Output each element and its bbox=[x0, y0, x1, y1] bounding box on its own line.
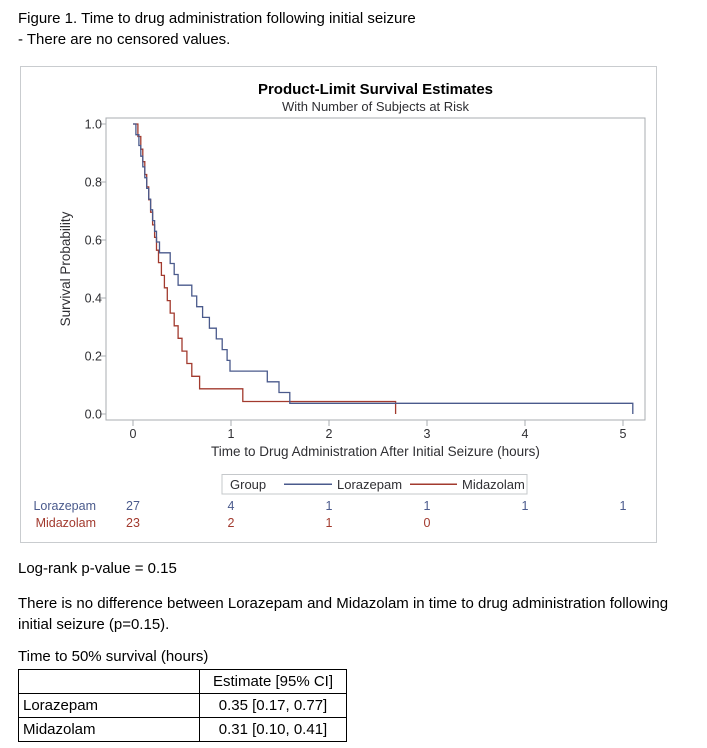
at-risk-count: 4 bbox=[228, 499, 235, 513]
legend-label-midazolam: Midazolam bbox=[462, 477, 525, 492]
at-risk-count: 1 bbox=[326, 516, 333, 530]
group-cell-midazolam: Midazolam bbox=[18, 717, 200, 742]
at-risk-count: 27 bbox=[126, 499, 140, 513]
y-axis-label: Survival Probability bbox=[58, 211, 73, 326]
y-tick-label: 0.6 bbox=[85, 234, 102, 248]
group-cell-lorazepam: Lorazepam bbox=[18, 693, 200, 718]
figure-caption-line1: Figure 1. Time to drug administration fo… bbox=[18, 10, 416, 27]
at-risk-count: 23 bbox=[126, 516, 140, 530]
at-risk-count: 1 bbox=[620, 499, 627, 513]
conclusion-line1: There is no difference between Lorazepam… bbox=[18, 595, 669, 612]
at-risk-label-lorazepam: Lorazepam bbox=[33, 499, 96, 513]
y-tick-label: 0.0 bbox=[85, 408, 102, 422]
survival-table-title: Time to 50% survival (hours) bbox=[18, 648, 209, 665]
at-risk-count: 1 bbox=[326, 499, 333, 513]
y-tick-label: 0.2 bbox=[85, 350, 102, 364]
plot-area-border bbox=[105, 117, 646, 421]
x-tick-label: 4 bbox=[522, 427, 529, 441]
conclusion-line2: initial seizure (p=0.15). bbox=[18, 616, 170, 633]
legend-box bbox=[221, 474, 528, 495]
x-tick-label: 3 bbox=[424, 427, 431, 441]
x-axis-label: Time to Drug Administration After Initia… bbox=[211, 444, 540, 459]
x-tick-label: 1 bbox=[228, 427, 235, 441]
legend-label-lorazepam: Lorazepam bbox=[337, 477, 402, 492]
at-risk-count: 0 bbox=[424, 516, 431, 530]
header-empty-cell bbox=[18, 669, 200, 694]
at-risk-label-midazolam: Midazolam bbox=[36, 516, 96, 530]
legend-title: Group bbox=[230, 477, 266, 492]
chart-title: Product-Limit Survival Estimates bbox=[258, 81, 493, 98]
at-risk-count: 2 bbox=[228, 516, 235, 530]
table-row: Lorazepam 0.35 [0.17, 0.77] bbox=[18, 693, 347, 718]
chart-subtitle: With Number of Subjects at Risk bbox=[282, 99, 470, 114]
x-tick-label: 5 bbox=[620, 427, 627, 441]
at-risk-count: 1 bbox=[424, 499, 431, 513]
y-tick-label: 0.8 bbox=[85, 176, 102, 190]
figure-caption-line2: - There are no censored values. bbox=[18, 31, 231, 48]
table-row: Midazolam 0.31 [0.10, 0.41] bbox=[18, 717, 347, 742]
survival-estimate-table: Estimate [95% CI] Lorazepam 0.35 [0.17, … bbox=[18, 669, 347, 742]
estimate-cell-lorazepam: 0.35 [0.17, 0.77] bbox=[199, 693, 347, 718]
table-header-row: Estimate [95% CI] bbox=[18, 669, 347, 694]
x-tick-label: 2 bbox=[326, 427, 333, 441]
figure-caption: Figure 1. Time to drug administration fo… bbox=[18, 8, 416, 50]
estimate-cell-midazolam: 0.31 [0.10, 0.41] bbox=[199, 717, 347, 742]
at-risk-count: 1 bbox=[522, 499, 529, 513]
y-tick-label: 1.0 bbox=[85, 118, 102, 132]
conclusion-text: There is no difference between Lorazepam… bbox=[18, 593, 668, 635]
y-tick-label: 0.4 bbox=[85, 292, 102, 306]
x-tick-label: 0 bbox=[130, 427, 137, 441]
survival-curve-lorazepam bbox=[133, 123, 634, 414]
header-estimate-cell: Estimate [95% CI] bbox=[199, 669, 347, 694]
logrank-text: Log-rank p-value = 0.15 bbox=[18, 560, 177, 577]
survival-plot-frame: Product-Limit Survival Estimates With Num… bbox=[20, 66, 657, 543]
